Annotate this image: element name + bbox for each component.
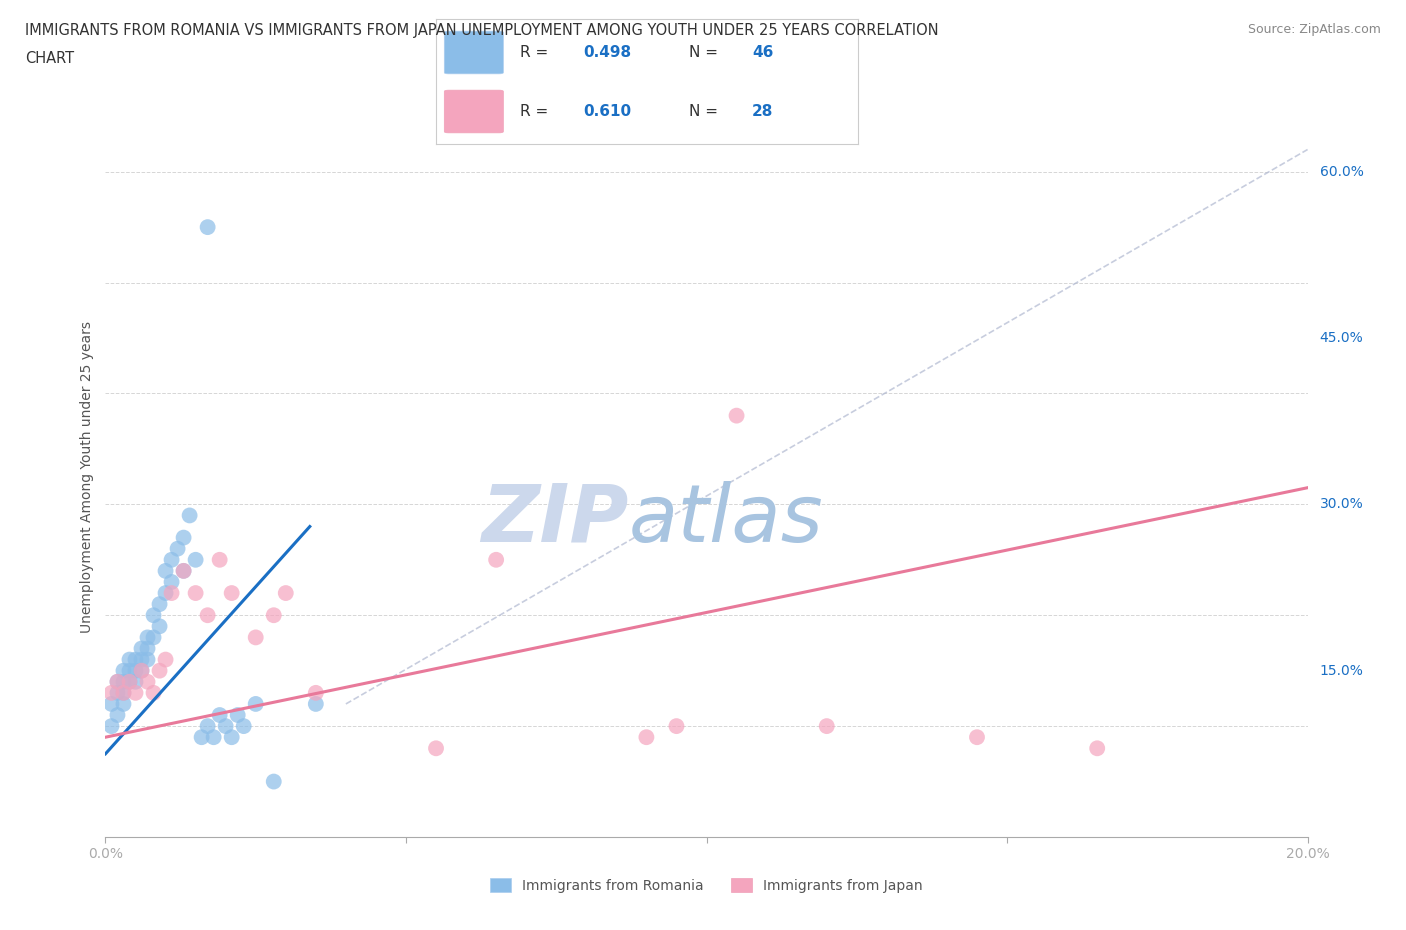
Point bbox=[665, 719, 688, 734]
Text: R =: R = bbox=[520, 45, 554, 60]
Text: IMMIGRANTS FROM ROMANIA VS IMMIGRANTS FROM JAPAN UNEMPLOYMENT AMONG YOUTH UNDER : IMMIGRANTS FROM ROMANIA VS IMMIGRANTS FR… bbox=[25, 23, 939, 38]
Point bbox=[263, 608, 285, 623]
Point bbox=[131, 663, 153, 678]
Point bbox=[214, 719, 236, 734]
Point bbox=[107, 674, 129, 689]
Text: 45.0%: 45.0% bbox=[1320, 331, 1364, 345]
Text: 46: 46 bbox=[752, 45, 773, 60]
Point bbox=[155, 586, 177, 601]
Point bbox=[208, 708, 231, 723]
Point bbox=[124, 674, 146, 689]
Point bbox=[274, 586, 297, 601]
Point bbox=[160, 552, 183, 567]
Point bbox=[112, 663, 135, 678]
FancyBboxPatch shape bbox=[444, 32, 503, 73]
Point bbox=[166, 541, 188, 556]
Point bbox=[136, 652, 159, 667]
Point bbox=[124, 685, 146, 700]
Text: 15.0%: 15.0% bbox=[1320, 664, 1364, 678]
Point bbox=[815, 719, 838, 734]
Point bbox=[221, 730, 243, 745]
Point bbox=[148, 618, 170, 633]
Point bbox=[190, 730, 212, 745]
Point bbox=[118, 652, 141, 667]
Point bbox=[725, 408, 748, 423]
Point bbox=[305, 697, 328, 711]
Point bbox=[148, 597, 170, 612]
Text: Source: ZipAtlas.com: Source: ZipAtlas.com bbox=[1247, 23, 1381, 36]
Point bbox=[112, 697, 135, 711]
Point bbox=[179, 508, 201, 523]
Legend: Immigrants from Romania, Immigrants from Japan: Immigrants from Romania, Immigrants from… bbox=[485, 872, 928, 898]
Point bbox=[245, 697, 267, 711]
Text: N =: N = bbox=[689, 104, 723, 119]
Point bbox=[208, 552, 231, 567]
Point bbox=[197, 719, 219, 734]
Text: CHART: CHART bbox=[25, 51, 75, 66]
Point bbox=[173, 564, 195, 578]
Point bbox=[131, 641, 153, 656]
Point bbox=[148, 663, 170, 678]
Point bbox=[173, 564, 195, 578]
Point bbox=[425, 741, 447, 756]
Point bbox=[173, 530, 195, 545]
Point bbox=[100, 685, 122, 700]
Point bbox=[118, 674, 141, 689]
Point bbox=[226, 708, 249, 723]
Point bbox=[124, 663, 146, 678]
Point bbox=[232, 719, 254, 734]
Point bbox=[136, 674, 159, 689]
Point bbox=[100, 719, 122, 734]
Point bbox=[100, 697, 122, 711]
Point bbox=[136, 630, 159, 644]
Point bbox=[107, 674, 129, 689]
Point bbox=[202, 730, 225, 745]
Point bbox=[184, 552, 207, 567]
Point bbox=[155, 564, 177, 578]
Text: 28: 28 bbox=[752, 104, 773, 119]
Point bbox=[221, 586, 243, 601]
FancyBboxPatch shape bbox=[444, 90, 503, 133]
Text: 60.0%: 60.0% bbox=[1320, 165, 1364, 179]
Text: N =: N = bbox=[689, 45, 723, 60]
Text: R =: R = bbox=[520, 104, 554, 119]
Text: 0.498: 0.498 bbox=[583, 45, 631, 60]
Point bbox=[131, 663, 153, 678]
Point bbox=[160, 586, 183, 601]
Point bbox=[245, 630, 267, 644]
Point bbox=[184, 586, 207, 601]
Point bbox=[485, 552, 508, 567]
Point bbox=[636, 730, 658, 745]
Point bbox=[107, 685, 129, 700]
Point bbox=[142, 608, 165, 623]
Point bbox=[160, 575, 183, 590]
Point bbox=[131, 652, 153, 667]
Point bbox=[305, 685, 328, 700]
Point bbox=[263, 774, 285, 789]
Point bbox=[124, 652, 146, 667]
Text: ZIP: ZIP bbox=[481, 481, 628, 559]
Point bbox=[197, 219, 219, 234]
Point bbox=[112, 685, 135, 700]
Text: atlas: atlas bbox=[628, 481, 823, 559]
Point bbox=[118, 674, 141, 689]
Point bbox=[112, 674, 135, 689]
Point bbox=[112, 685, 135, 700]
Point bbox=[118, 663, 141, 678]
Text: 0.610: 0.610 bbox=[583, 104, 631, 119]
Point bbox=[142, 685, 165, 700]
Point bbox=[966, 730, 988, 745]
Point bbox=[107, 708, 129, 723]
Point bbox=[197, 608, 219, 623]
Text: 30.0%: 30.0% bbox=[1320, 498, 1364, 512]
Y-axis label: Unemployment Among Youth under 25 years: Unemployment Among Youth under 25 years bbox=[80, 321, 94, 632]
Point bbox=[1085, 741, 1108, 756]
Point bbox=[136, 641, 159, 656]
Point bbox=[142, 630, 165, 644]
Point bbox=[155, 652, 177, 667]
